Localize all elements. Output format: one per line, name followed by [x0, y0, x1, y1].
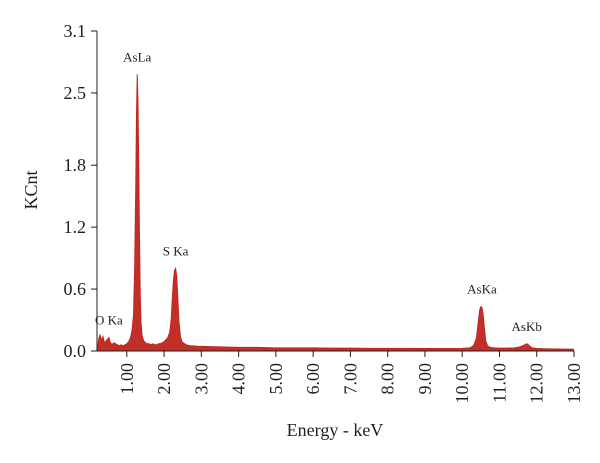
- x-tick-label: 8.00: [378, 363, 398, 395]
- y-axis-label: KCnt: [21, 170, 41, 209]
- peak-label: AsKb: [512, 319, 542, 334]
- peak-label: O Ka: [95, 313, 123, 328]
- y-tick-label: 1.2: [64, 217, 87, 237]
- spectrum-series-line: [96, 74, 575, 352]
- y-tick-label: 0.0: [64, 341, 87, 361]
- x-tick-label: 2.00: [154, 363, 174, 395]
- x-tick-label: 11.00: [489, 363, 509, 403]
- peak-label: AsKa: [467, 282, 497, 297]
- x-tick-label: 4.00: [229, 363, 249, 395]
- y-tick-label: 0.6: [64, 279, 87, 299]
- peak-label: AsLa: [123, 49, 151, 64]
- x-tick-label: 9.00: [415, 363, 435, 395]
- y-tick-label: 3.1: [64, 21, 87, 41]
- x-tick-label: 12.00: [527, 363, 547, 404]
- peak-label: S Ka: [163, 243, 189, 258]
- x-tick-label: 3.00: [191, 363, 211, 395]
- x-tick-label: 6.00: [303, 363, 323, 395]
- x-tick-label: 1.00: [117, 363, 137, 395]
- x-axis-ticks: 1.00 2.00 3.00 4.00 5.00 6.00 7.00 8.00 9.00 10.0…: [117, 351, 584, 404]
- y-tick-label: 2.5: [64, 83, 87, 103]
- x-tick-label: 10.00: [452, 363, 472, 404]
- x-tick-label: 13.00: [564, 363, 584, 404]
- y-tick-label: 1.8: [64, 155, 87, 175]
- peak-labels: O Ka AsLa S Ka AsKa AsKb: [95, 49, 542, 333]
- x-tick-label: 7.00: [340, 363, 360, 395]
- x-tick-label: 5.00: [266, 363, 286, 395]
- plot-area: [96, 74, 575, 352]
- spectrum-series-area: [97, 74, 574, 351]
- x-axis-label: Energy - keV: [287, 420, 384, 440]
- y-axis-ticks: 0.0 0.6 1.2 1.8 2.5 3.1: [64, 21, 97, 361]
